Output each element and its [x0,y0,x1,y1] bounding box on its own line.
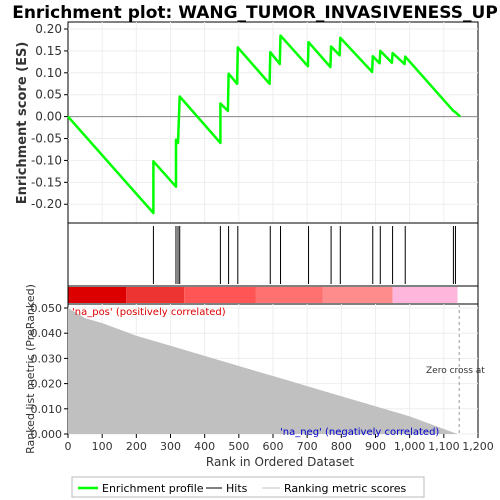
heat-segment [68,287,127,303]
heat-segment [322,287,393,303]
metric-panel: 0.000 0.010 0.020 0.030 0.040 0.050 0 100 200 30… [24,284,494,469]
heat-segment [126,287,185,303]
heat-segment [184,287,256,303]
metric-y-tick-label: 0.040 [31,327,63,340]
hit-marks [152,226,456,284]
metric-y-tick-label: 0.050 [31,302,63,315]
es-y-tick-label: 0.15 [35,44,62,58]
legend-hits-label: Hits [226,482,248,495]
heat-segment [392,287,458,303]
metric-y-ticks: 0.000 0.010 0.020 0.030 0.040 0.050 [31,302,68,441]
x-tick-label: 900 [365,440,386,453]
x-tick-label: 1,000 [394,440,426,453]
x-tick-label: 400 [194,440,215,453]
es-y-tick-label: 0.00 [35,110,62,124]
x-tick-label: 0 [65,440,72,453]
chart-title: Enrichment plot: WANG_TUMOR_INVASIVENESS… [12,3,498,23]
x-tick-label: 1,200 [462,440,494,453]
x-tick-label: 1,100 [428,440,460,453]
metric-x-ticks: 0 100 200 300 400 500 600 700 800 900 1,000 1,100 1,… [65,434,494,453]
pos-correlated-label: 'na_pos' (positively correlated) [72,307,226,318]
x-axis-label: Rank in Ordered Dataset [206,455,354,469]
es-y-axis-label: Enrichment score (ES) [15,42,30,205]
x-tick-label: 700 [297,440,318,453]
es-y-tick-label: -0.20 [31,197,62,211]
hits-panel [67,222,479,287]
x-tick-label: 200 [126,440,147,453]
metric-y-tick-label: 0.000 [31,428,63,441]
legend: Enrichment profile Hits Ranking metric s… [71,476,425,498]
metric-y-tick-label: 0.020 [31,378,63,391]
x-tick-label: 500 [228,440,249,453]
es-y-tick-label: -0.15 [31,175,62,189]
neg-correlated-label: 'na_neg' (negatively correlated) [280,427,439,438]
x-tick-label: 800 [331,440,352,453]
ranked-heat-bar [68,287,458,303]
es-y-tick-label: 0.05 [35,88,62,102]
es-y-tick-label: -0.10 [31,153,62,167]
heat-segment [255,287,323,303]
zero-cross-label: Zero cross at [426,366,485,376]
hits-panel-frame [67,222,479,287]
es-y-tick-label: 0.10 [35,66,62,80]
x-tick-label: 100 [92,440,113,453]
es-y-ticks: 0.20 0.15 0.10 0.05 0.00 -0.05 -0.10 -0.15 -0.20 [31,22,68,211]
x-tick-label: 300 [160,440,181,453]
x-tick-label: 600 [263,440,284,453]
metric-y-tick-label: 0.030 [31,352,63,365]
legend-metric-label: Ranking metric scores [284,482,406,495]
legend-enrichment-label: Enrichment profile [102,482,204,495]
metric-y-axis-label: Ranked list metric (PreRanked) [24,284,37,454]
es-y-tick-label: -0.05 [31,132,62,146]
enrichment-profile-line [67,34,462,215]
metric-y-tick-label: 0.010 [31,403,63,416]
legend-frame [71,476,425,498]
es-y-tick-label: 0.20 [35,22,62,36]
ranking-metric-area [68,308,458,434]
es-panel: 0.20 0.15 0.10 0.05 0.00 -0.05 -0.10 -0.15 -0.20… [15,21,479,224]
